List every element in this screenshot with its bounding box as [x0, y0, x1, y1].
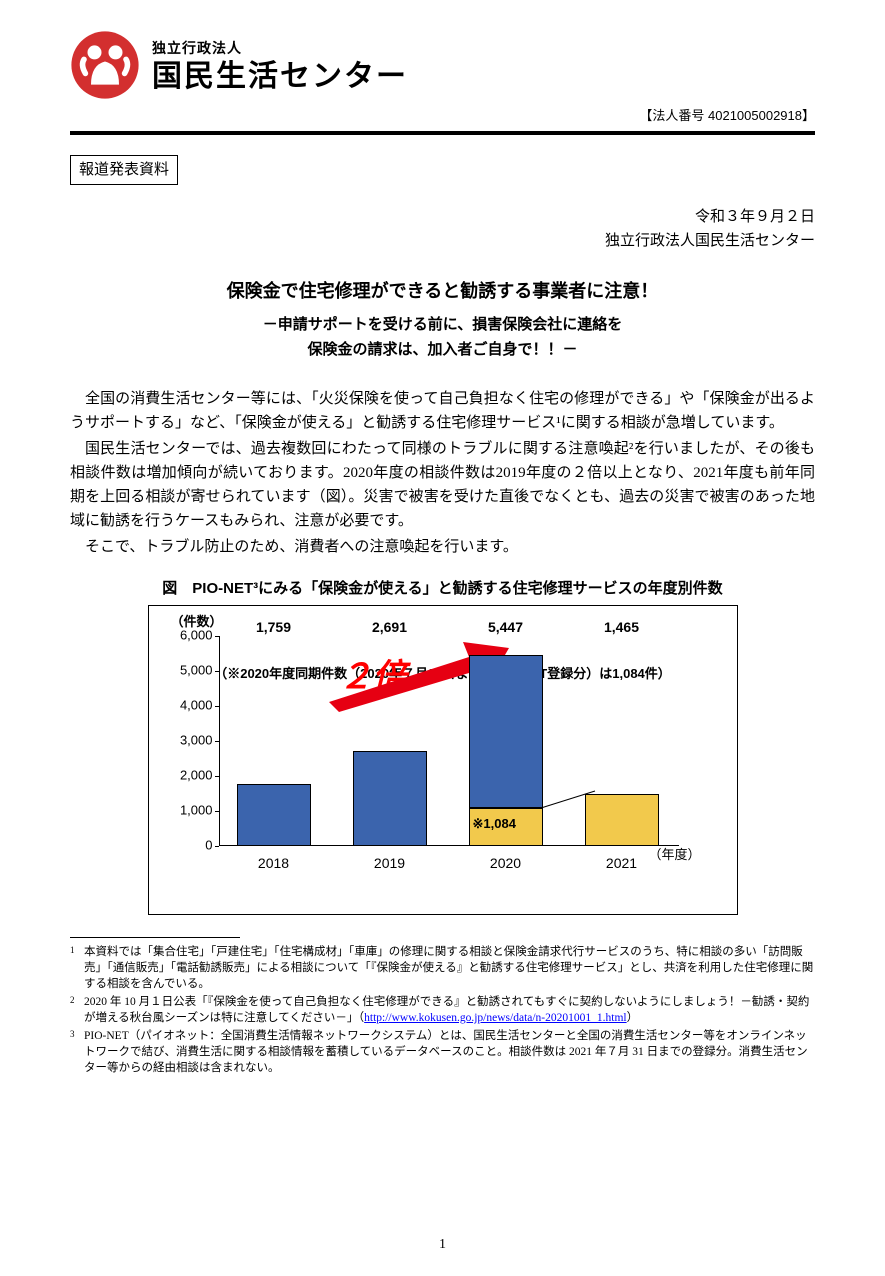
category-label: 2021 [606, 852, 637, 874]
bar-segment [469, 655, 543, 808]
page-number: 1 [0, 1234, 885, 1256]
title-main: 保険金で住宅修理ができると勧誘する事業者に注意！ [70, 277, 815, 306]
footnote-2-link[interactable]: http://www.kokusen.go.jp/news/data/n-202… [364, 1012, 626, 1024]
ytick-label: 1,000 [180, 800, 213, 821]
category-label: 2018 [258, 852, 289, 874]
bar-segment [585, 794, 659, 845]
ytick-label: 3,000 [180, 730, 213, 751]
footnote-rule [70, 937, 240, 938]
footnotes: 1本資料では「集合住宅」「戸建住宅」「住宅構成材」「車庫」の修理に関する相談と保… [70, 944, 815, 1077]
ytick-label: 6,000 [180, 625, 213, 646]
org-logo-icon [70, 30, 140, 100]
body-para-3: そこで、トラブル防止のため、消費者への注意喚起を行います。 [70, 535, 815, 559]
bar-value-label: 5,447 [469, 616, 543, 655]
y-axis [219, 636, 220, 846]
logo-title: 国民生活センター [152, 60, 408, 93]
footnote-3: PIO-NET（パイオネット：全国消費生活情報ネットワークシステム）とは、国民生… [84, 1028, 815, 1076]
publish-org: 独立行政法人国民生活センター [70, 229, 815, 253]
bar-segment [353, 751, 427, 845]
category-label: 2020 [490, 852, 521, 874]
category-label: 2019 [374, 852, 405, 874]
bar-value-label: 2,691 [353, 616, 427, 752]
corporate-number: 【法人番号 4021005002918】 [70, 106, 815, 127]
publish-date: 令和３年９月２日 [70, 205, 815, 229]
bar-value-label: 1,465 [585, 616, 659, 795]
press-release-tag: 報道発表資料 [70, 155, 178, 185]
figure-caption: 図 PIO-NET³にみる「保険金が使える」と勧誘する住宅修理サービスの年度別件… [70, 577, 815, 601]
body-para-1: 全国の消費生活センター等には、「火災保険を使って自己負担なく住宅の修理ができる」… [70, 387, 815, 435]
meta-block: 令和３年９月２日 独立行政法人国民生活センター [70, 205, 815, 253]
bar-value-label: 1,759 [237, 616, 311, 784]
header-rule [70, 131, 815, 135]
footnote-2: 2020 年 10 月１日公表「『保険金を使って自己負担なく住宅修理ができる』と… [84, 994, 815, 1026]
body-para-2: 国民生活センターでは、過去複数回にわたって同様のトラブルに関する注意喚起²を行い… [70, 437, 815, 533]
title-sub1: －申請サポートを受ける前に、損害保険会社に連絡を [70, 312, 815, 338]
ytick-label: 5,000 [180, 660, 213, 681]
ytick-label: 4,000 [180, 695, 213, 716]
title-sub2: 保険金の請求は、加入者ご自身で！！－ [70, 337, 815, 363]
bar-chart: （件数） （年度） ２倍 01,0002,0003,0004,0005,0006… [148, 605, 738, 915]
bar-segment [237, 784, 311, 846]
chart-xlabel: （年度） [649, 845, 701, 866]
logo-subtitle: 独立行政法人 [152, 37, 408, 59]
header-block: 独立行政法人 国民生活センター [70, 30, 815, 100]
bar-inner-note: ※1,084 [473, 814, 516, 835]
ytick-label: 2,000 [180, 765, 213, 786]
title-block: 保険金で住宅修理ができると勧誘する事業者に注意！ －申請サポートを受ける前に、損… [70, 277, 815, 363]
footnote-1: 本資料では「集合住宅」「戸建住宅」「住宅構成材」「車庫」の修理に関する相談と保険… [84, 944, 815, 992]
ytick-label: 0 [205, 835, 212, 856]
